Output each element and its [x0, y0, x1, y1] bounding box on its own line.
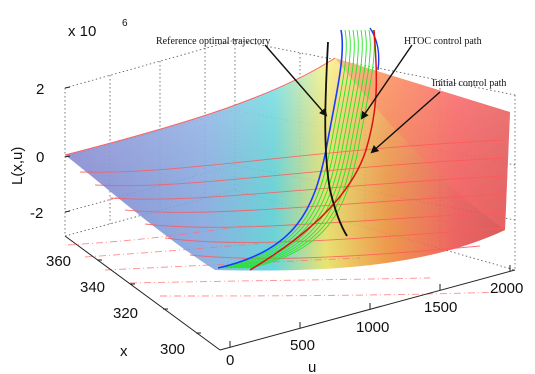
initial-control-path: [249, 29, 378, 271]
u-tick-label: 500: [290, 337, 315, 354]
htoc-control-path-end: [369, 27, 380, 71]
arrow-reference: [264, 44, 328, 117]
cost-surface: [64, 57, 510, 271]
annotation-initial: Initial control path: [432, 78, 506, 89]
arrow-htoc: [360, 44, 413, 120]
x-tick-label: 340: [80, 279, 105, 296]
annotation-reference: Reference optimal trajectory: [156, 36, 270, 47]
z-tick-label: 0: [36, 149, 44, 166]
surface-contours: [79, 139, 506, 259]
u-axis-label: u: [308, 359, 316, 374]
floor-contours: [67, 224, 501, 297]
tick-marks: [64, 86, 511, 347]
reference-trajectory: [324, 41, 348, 237]
annotation-htoc: HTOC control path: [404, 36, 482, 47]
z-tick-label: 2: [36, 81, 44, 98]
x-tick-label: 360: [46, 253, 71, 270]
x-tick-label: 300: [160, 341, 185, 358]
u-tick-label: 0: [226, 352, 234, 369]
iteration-paths: [221, 29, 375, 269]
z-axis-label: L(x,u): [9, 147, 26, 185]
u-tick-label: 2000: [490, 280, 523, 297]
z-scale-factor: x 10: [68, 23, 96, 40]
axis-lines: [64, 235, 516, 351]
z-tick-label: -2: [30, 205, 43, 222]
arrow-initial: [370, 91, 441, 154]
u-tick-label: 1000: [356, 319, 389, 336]
z-scale-power: 6: [122, 18, 128, 29]
x-axis-label: x: [120, 343, 128, 360]
x-tick-label: 320: [113, 305, 138, 322]
u-tick-label: 1500: [424, 299, 457, 316]
